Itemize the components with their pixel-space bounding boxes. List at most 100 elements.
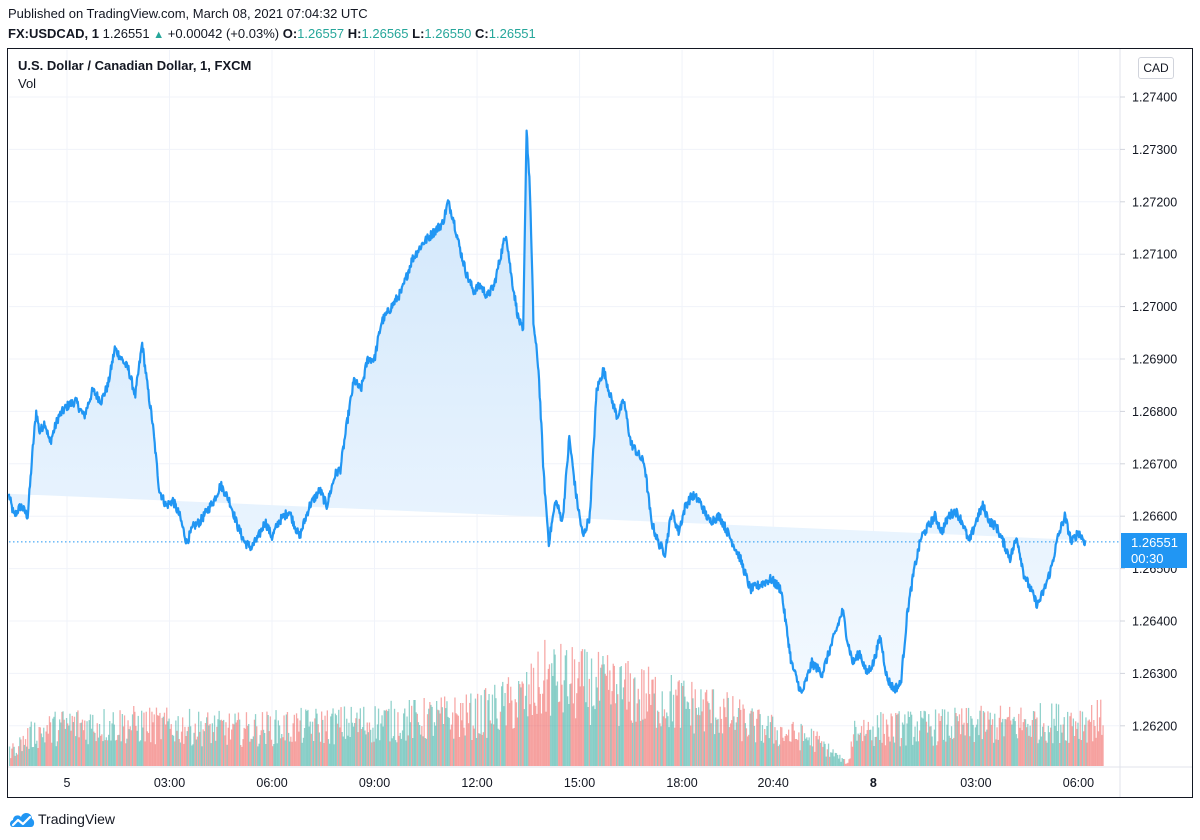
volume-bar — [55, 746, 57, 766]
volume-bar — [911, 714, 913, 766]
volume-bar — [454, 697, 456, 766]
volume-bar — [305, 709, 307, 766]
volume-bar — [233, 724, 235, 766]
volume-bar — [327, 739, 330, 766]
volume-bar — [36, 740, 38, 766]
volume-bar — [113, 724, 115, 766]
volume-bar — [692, 698, 694, 766]
volume-bar — [892, 736, 895, 766]
volume-bar — [203, 731, 205, 766]
volume-bar — [661, 691, 663, 766]
volume-bar — [108, 734, 110, 766]
volume-bar — [1087, 720, 1089, 766]
volume-bar — [380, 723, 382, 766]
footer-brand[interactable]: TradingView — [9, 810, 115, 828]
volume-bar — [228, 713, 230, 766]
volume-bar — [601, 664, 603, 766]
volume-bar — [556, 681, 559, 766]
volume-bar — [1097, 731, 1100, 766]
volume-bar — [253, 719, 256, 766]
volume-bar — [467, 723, 470, 766]
volume-bar — [1092, 741, 1094, 766]
price-line — [7, 129, 1087, 694]
volume-bar — [609, 670, 611, 766]
volume-bar — [26, 746, 28, 766]
volume-bar — [383, 710, 385, 766]
volume-bar — [619, 667, 621, 766]
volume-bar — [300, 707, 302, 766]
volume-bar — [292, 723, 294, 766]
volume-bar — [841, 758, 843, 766]
volume-bar — [69, 713, 71, 766]
volume-bar — [112, 712, 114, 766]
close-value: 1.26551 — [488, 26, 536, 41]
volume-bar — [63, 719, 65, 766]
volume-bar — [346, 718, 348, 766]
volume-bar — [1029, 725, 1031, 766]
volume-bar — [313, 741, 315, 766]
volume-bar — [815, 736, 817, 766]
volume-bar — [1085, 717, 1087, 766]
volume-bar — [325, 731, 327, 766]
volume-bar — [552, 676, 554, 766]
volume-bar — [339, 727, 341, 766]
volume-bar — [247, 725, 249, 766]
volume-bar — [142, 727, 144, 766]
volume-bar — [834, 752, 836, 766]
volume-bar — [515, 702, 518, 766]
volume-bar — [696, 714, 699, 766]
grid-lines — [9, 50, 1119, 766]
volume-bar — [429, 702, 431, 766]
time-tick-label: 8 — [870, 776, 877, 790]
volume-bar — [936, 745, 938, 766]
volume-bar — [611, 691, 613, 766]
volume-bar — [67, 723, 69, 766]
volume-bar — [430, 704, 432, 766]
volume-bar — [57, 730, 60, 766]
volume-bar — [1013, 716, 1015, 766]
volume-bar — [949, 737, 951, 766]
volume-bar — [479, 733, 481, 766]
volume-bar — [878, 727, 880, 766]
volume-bar — [244, 728, 246, 766]
volume-bar — [1046, 742, 1048, 766]
volume-bar — [277, 720, 279, 766]
volume-bar — [397, 712, 399, 766]
low-value: 1.26550 — [424, 26, 472, 41]
volume-bar — [635, 721, 637, 766]
volume-bar — [14, 755, 16, 766]
volume-study-label[interactable]: Vol — [18, 76, 37, 91]
volume-bar — [872, 726, 874, 766]
volume-bar — [47, 733, 49, 766]
volume-bar — [391, 738, 393, 766]
volume-bar — [119, 710, 121, 766]
volume-bar — [505, 725, 507, 766]
volume-bar — [941, 709, 944, 766]
volume-bar — [308, 726, 310, 766]
volume-bar — [830, 752, 832, 766]
volume-bar — [288, 732, 290, 766]
volume-bar — [223, 719, 225, 766]
volume-bar — [478, 733, 480, 766]
volume-bar — [1024, 719, 1027, 766]
volume-bar — [293, 714, 295, 766]
currency-button[interactable]: CAD — [1138, 57, 1174, 79]
volume-bar — [395, 740, 397, 766]
volume-bar — [102, 741, 104, 766]
volume-bar — [343, 706, 346, 766]
volume-bar — [571, 647, 573, 766]
volume-bar — [245, 712, 248, 766]
volume-bar — [817, 739, 819, 766]
volume-bar — [393, 708, 396, 766]
last-price: 1.26551 — [102, 26, 150, 41]
volume-bar — [421, 726, 423, 766]
volume-bar — [596, 687, 598, 766]
volume-bar — [568, 704, 570, 766]
volume-bar — [675, 689, 677, 766]
volume-bar — [322, 719, 324, 766]
volume-bar — [411, 705, 413, 766]
volume-bar — [747, 736, 749, 766]
volume-bar — [521, 681, 523, 766]
volume-bar — [497, 728, 499, 766]
